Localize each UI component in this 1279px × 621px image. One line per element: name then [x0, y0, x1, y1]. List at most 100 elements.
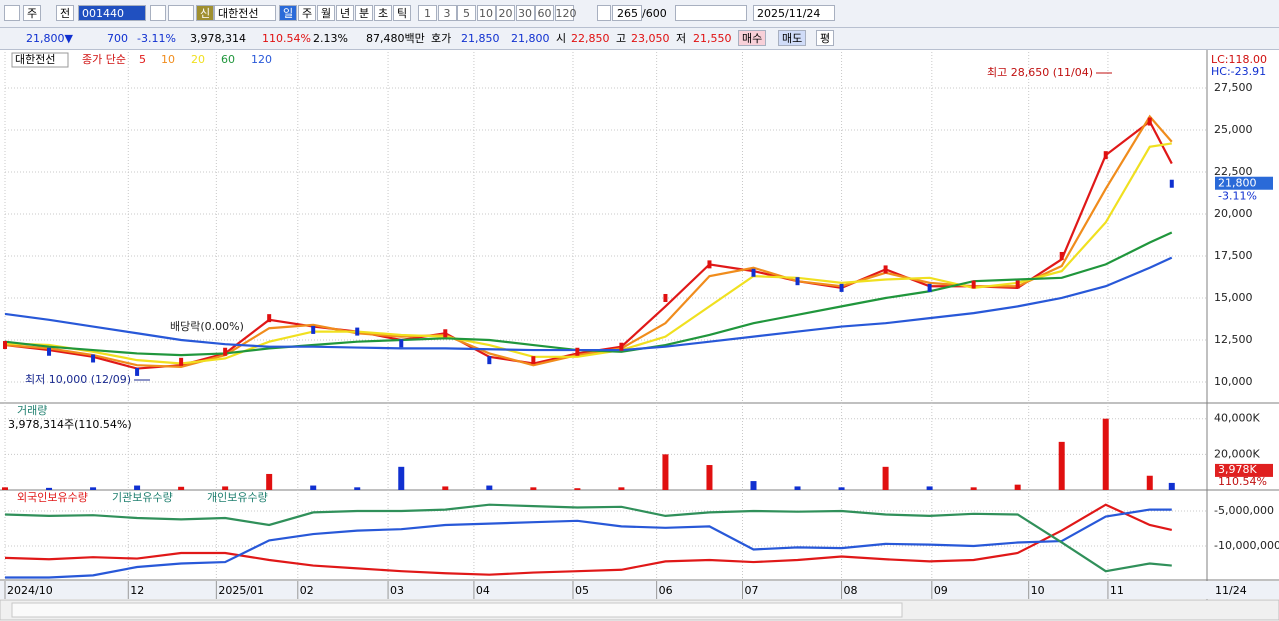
y-tick-label: 10,000: [1214, 375, 1253, 388]
sell-button[interactable]: 매도: [778, 30, 807, 46]
candle: [267, 314, 272, 323]
candle: [1147, 117, 1152, 126]
y-tick-label: -5,000,000: [1214, 504, 1274, 517]
tool-icons[interactable]: [675, 5, 747, 21]
candle: [1103, 151, 1108, 160]
buy-button[interactable]: 매수: [738, 30, 767, 46]
legend-box: [11, 52, 69, 68]
volume-bar: [970, 487, 977, 490]
candle: [311, 325, 316, 334]
annotation: 배당락(0.00%): [170, 320, 244, 333]
interval-button[interactable]: 10: [476, 5, 496, 21]
legend-item: 120: [251, 53, 272, 66]
volume-bar: [838, 487, 845, 490]
open: 22,850: [571, 32, 610, 45]
legend-title: 종가 단순: [82, 53, 126, 66]
candle: [223, 347, 228, 356]
x-tick-label: 2024/10: [7, 584, 53, 597]
interval-button[interactable]: 30: [515, 5, 535, 21]
period-button[interactable]: 일: [279, 5, 297, 21]
period-button[interactable]: 틱: [393, 5, 411, 21]
volume-bar: [794, 486, 801, 490]
y-tick-label: 22,500: [1214, 165, 1253, 178]
chart: 10,000 12,500 15,000 17,500 20,000 22,500 25,0…: [0, 50, 1279, 621]
count-input[interactable]: 265: [612, 5, 642, 21]
y-tick-label: 17,500: [1214, 249, 1253, 262]
candle: [531, 356, 536, 365]
candle: [575, 347, 580, 356]
legend-item: 60: [221, 53, 235, 66]
code-input[interactable]: 001440: [78, 5, 146, 21]
annotation: 최저 10,000 (12/09): [25, 373, 131, 386]
interval-button[interactable]: 60: [535, 5, 554, 21]
volume-bar: [354, 487, 361, 490]
chart-bg: [0, 50, 1279, 621]
candle: [663, 293, 668, 302]
scroll-thumb[interactable]: [11, 602, 903, 618]
search-button[interactable]: [150, 5, 166, 21]
badge: 신: [196, 5, 215, 21]
interval-button[interactable]: 3: [437, 5, 457, 21]
x-tick-label: 05: [575, 584, 589, 597]
interval-button[interactable]: 1: [418, 5, 437, 21]
candle: [795, 277, 800, 286]
volume-ratio: 110.54%: [262, 32, 311, 45]
volume-bar: [882, 466, 889, 490]
stock-name: 대한전선: [214, 5, 276, 21]
volume-bar: [1146, 475, 1153, 490]
stock-label: 대한전선: [15, 53, 55, 66]
period-button[interactable]: 년: [336, 5, 354, 21]
x-tick-label: 12: [130, 584, 144, 597]
volume-bar: [530, 487, 537, 490]
dropdown[interactable]: [597, 5, 611, 21]
volume-bar: [90, 487, 97, 490]
y-tick-label: 20,000: [1214, 207, 1253, 220]
y-tick-label: 15,000: [1214, 291, 1253, 304]
avg-button[interactable]: 평: [816, 30, 835, 46]
date-input[interactable]: 2025/11/24: [753, 5, 835, 21]
period-button[interactable]: 분: [355, 5, 373, 21]
period-button[interactable]: 초: [374, 5, 392, 21]
volume-bar: [618, 487, 625, 490]
candle: [355, 327, 360, 336]
volume-bar: [662, 454, 669, 490]
price: 21,800▼: [26, 32, 73, 45]
menu-button[interactable]: [4, 5, 20, 21]
mode-select[interactable]: 전: [56, 5, 75, 21]
candle: [135, 367, 140, 376]
sound-button[interactable]: [168, 5, 194, 21]
x-tick-label: 04: [476, 584, 490, 597]
market-select[interactable]: 주: [23, 5, 42, 21]
candle: [619, 342, 624, 351]
volume-bar: [1102, 418, 1109, 490]
x-tick-label: 08: [844, 584, 858, 597]
candle: [1015, 280, 1020, 289]
panel-summary: 3,978,314주(110.54%): [8, 418, 132, 431]
candle: [1169, 179, 1174, 188]
legend-item: 20: [191, 53, 205, 66]
panel-title: 거래량: [17, 404, 47, 417]
volume-bar: [2, 487, 8, 490]
interval-button[interactable]: 120: [554, 5, 577, 21]
x-tick-label: 02: [300, 584, 314, 597]
x-end-label: 11/24: [1215, 584, 1247, 597]
candle: [47, 347, 52, 356]
series-line: [4, 256, 1173, 352]
volume-bar: [178, 486, 185, 490]
quote-bar: 21,800▼ 700 -3.11% 3,978,314 110.54% 2.1…: [0, 28, 1279, 50]
period-button[interactable]: 주: [298, 5, 316, 21]
volume-bar: [1168, 482, 1175, 490]
period-button[interactable]: 월: [317, 5, 335, 21]
hc-label: HC:-23.91: [1211, 65, 1266, 78]
series-line: [4, 142, 1172, 365]
count-max: /600: [642, 7, 667, 20]
x-tick-label: 09: [934, 584, 948, 597]
candle: [487, 356, 492, 365]
interval-button[interactable]: 20: [496, 5, 515, 21]
interval-button[interactable]: 5: [457, 5, 476, 21]
x-tick-label: 11: [1110, 584, 1124, 597]
volume-bar: [398, 466, 405, 490]
y-tick-label: 40,000K: [1214, 412, 1260, 425]
